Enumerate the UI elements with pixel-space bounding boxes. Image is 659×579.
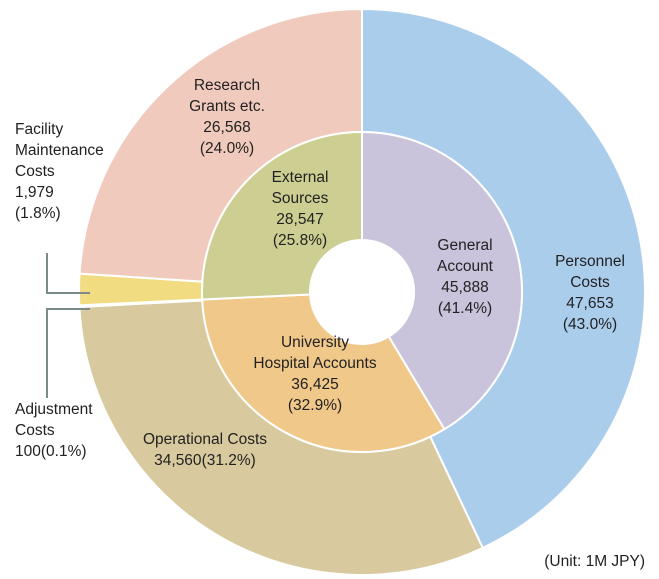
segment-label: External Sources: [272, 169, 329, 207]
value-label: 28,547: [276, 211, 323, 228]
donut-segment: [201, 130, 363, 301]
percent-label: (32.9%): [288, 397, 342, 414]
unit-note: (Unit: 1M JPY): [544, 553, 645, 570]
donut-segment: [361, 130, 523, 431]
segment-label: General Account: [437, 237, 494, 275]
value-line: 34,560(31.2%): [154, 452, 256, 469]
percent-label: (24.0%): [200, 140, 254, 157]
segment-label: Adjustment Costs: [15, 401, 93, 439]
segment-label: University Hospital Accounts: [253, 334, 376, 372]
value-label: 47,653: [566, 295, 613, 312]
value-label: 100: [15, 443, 41, 460]
value-label: 26,568: [203, 119, 250, 136]
value-label: 1,979: [15, 184, 54, 201]
value-label: 36,425: [291, 376, 338, 393]
percent-label: (41.4%): [438, 300, 492, 317]
value-label: 34,560: [154, 452, 202, 469]
percent-label: (1.8%): [15, 205, 61, 222]
percent-label: (31.2%): [202, 452, 256, 469]
leader-line: [46, 253, 90, 294]
percent-label: (43.0%): [563, 316, 617, 333]
rings: [78, 7, 646, 576]
leader-line: [46, 308, 90, 398]
percent-label: (0.1%): [41, 443, 87, 460]
percent-label: (25.8%): [273, 232, 327, 249]
value-line: 100(0.1%): [15, 443, 87, 460]
segment-label: Personnel Costs: [555, 253, 625, 291]
segment-label: Operational Costs: [143, 431, 267, 448]
value-label: 45,888: [441, 279, 488, 296]
segment-label: Research Grants etc.: [189, 77, 265, 115]
donut-segment: [201, 293, 446, 453]
segment-label: Facility Maintenance Costs: [15, 121, 104, 180]
